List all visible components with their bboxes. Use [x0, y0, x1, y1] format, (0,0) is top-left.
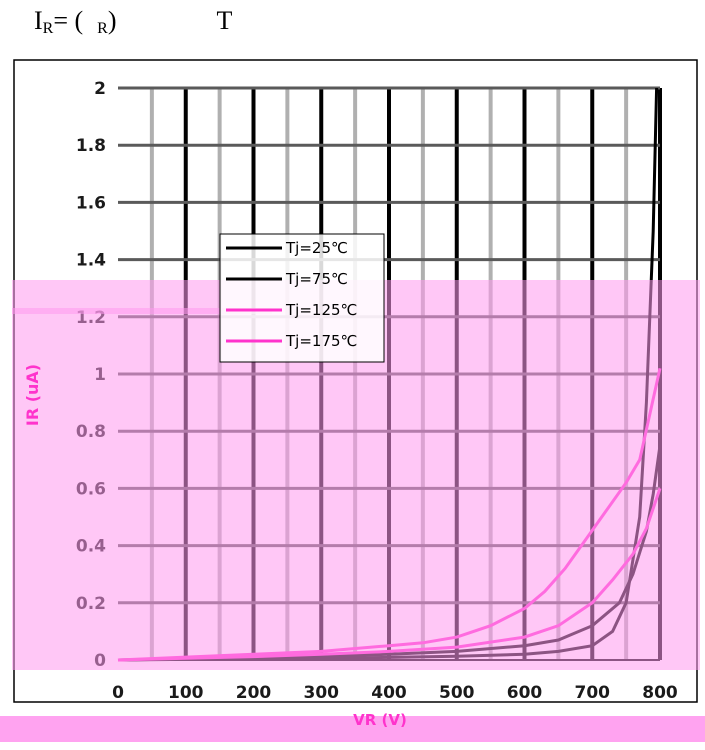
x-axis-label: VR (V)	[353, 711, 407, 729]
y-tick-label: 1.4	[76, 251, 106, 271]
legend-label: Tj=75℃	[285, 270, 348, 288]
y-tick-label: 1.6	[76, 193, 106, 213]
legend-label: Tj=125℃	[285, 301, 357, 319]
x-tick-label: 0	[112, 683, 124, 703]
title-mid: = (	[53, 6, 84, 35]
title-prefix: I	[34, 6, 43, 35]
x-tick-label: 600	[507, 683, 543, 703]
x-tick-labels: 0 100 200 300 400 500 600 700 800	[112, 683, 678, 703]
x-tick-label: 500	[439, 683, 475, 703]
x-tick-label: 700	[575, 683, 611, 703]
title-prefix-subscript: R	[42, 20, 54, 37]
y-axis-label: IR (uA)	[23, 364, 42, 426]
page-title: IR= (R) T	[34, 6, 394, 46]
y-tick-label: 1.8	[76, 136, 106, 156]
title-var-subscript: R	[97, 20, 108, 37]
x-tick-label: 100	[168, 683, 204, 703]
title-suffix: )	[107, 6, 117, 35]
overlay-bottom-band	[0, 716, 705, 742]
x-tick-label: 400	[371, 683, 407, 703]
legend-label: Tj=25℃	[285, 239, 348, 257]
legend-label: Tj=175℃	[285, 332, 357, 350]
overlay-strip-top	[12, 308, 272, 314]
title-param: T	[216, 6, 233, 35]
y-tick-label: 2	[94, 79, 106, 99]
x-tick-label: 300	[304, 683, 340, 703]
legend: Tj=25℃ Tj=75℃ Tj=125℃ Tj=175℃	[219, 233, 385, 363]
x-tick-label: 200	[236, 683, 272, 703]
x-tick-label: 800	[642, 683, 678, 703]
